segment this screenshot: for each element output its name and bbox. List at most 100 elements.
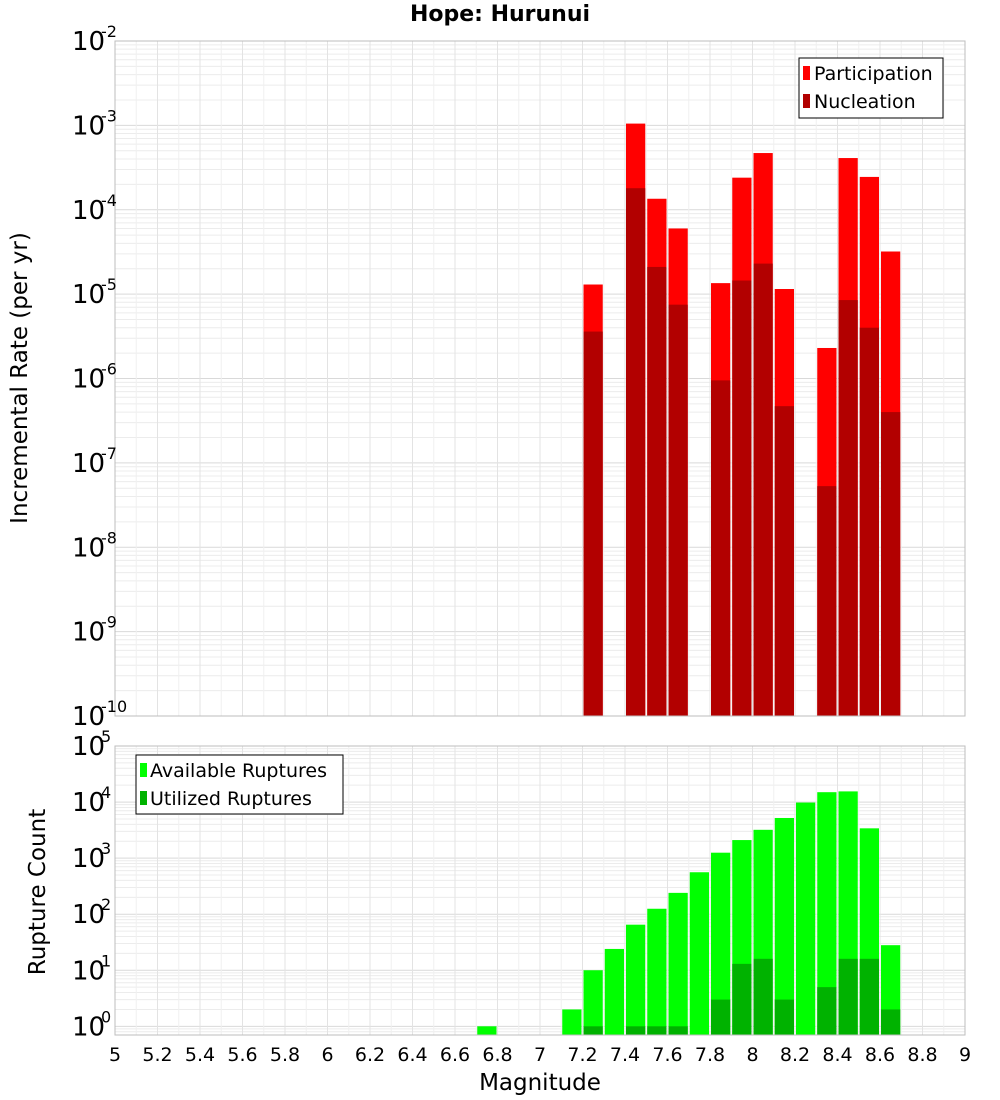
top-bar-series2 [859,327,879,716]
top-plot-frame [114,40,966,717]
bottom-bar-series1 [583,970,603,1035]
x-tick-label: 5.8 [270,1044,300,1066]
x-tick-label: 5.4 [185,1044,215,1066]
x-tick-labels: 5 5.2 5.4 5.6 5.8 6 6.2 6.4 6.6 6.8 7 7.2 7.4 7.6 7.8 8… [109,1044,971,1066]
top-y-tick-label: 10 [72,533,105,563]
top-y-tick-exponent: -8 [101,528,117,547]
x-tick-label: 6.4 [397,1044,427,1066]
top-y-tick-exponent: -9 [101,613,117,632]
bottom-plot-bars [477,791,901,1035]
x-tick-label: 7 [534,1044,546,1066]
x-tick-label: 8.6 [865,1044,895,1066]
bottom-bar-series2 [626,1026,646,1035]
bottom-y-tick-label: 10 [72,956,105,986]
legend-swatch-utilized [140,791,147,805]
bottom-bar-series2 [753,958,773,1035]
bottom-y-tick-exponent: 1 [101,951,111,970]
top-plot-grid [114,41,966,717]
x-tick-label: 8.2 [780,1044,810,1066]
legend-label-participation: Participation [814,63,933,85]
x-tick-label: 8 [746,1044,758,1066]
x-tick-label: 7.2 [567,1044,597,1066]
top-y-tick-exponent: -10 [101,697,127,716]
top-y-tick-label: 10 [72,365,105,395]
bottom-bar-series1 [562,1009,582,1035]
bottom-y-tick-label: 10 [72,732,105,762]
bottom-bar-series1 [626,924,646,1035]
top-bar-series2 [732,280,752,716]
legend-swatch-available [140,763,147,777]
top-y-tick-label: 10 [72,111,105,141]
top-y-tick-exponent: -4 [101,191,117,210]
bottom-bar-series2 [774,999,794,1035]
legend-label-utilized: Utilized Ruptures [150,788,312,810]
bottom-bar-series1 [647,908,667,1035]
legend-label-available: Available Ruptures [150,760,327,782]
top-bar-series2 [647,266,667,716]
top-bar-series2 [774,406,794,716]
bottom-y-tick-label: 10 [72,900,105,930]
bottom-bar-series1 [711,852,731,1035]
top-bar-series2 [626,188,646,717]
bottom-y-tick-exponent: 0 [101,1007,111,1026]
top-y-axis-label: Incremental Rate (per yr) [7,232,33,524]
top-bar-series2 [838,300,858,716]
bottom-bar-series2 [817,987,837,1035]
x-tick-label: 8.8 [907,1044,937,1066]
top-y-tick-exponent: -7 [101,444,117,463]
bottom-y-tick-label: 10 [72,844,105,874]
x-tick-label: 5.2 [142,1044,172,1066]
top-bar-series2 [817,486,837,716]
x-tick-label: 9 [959,1044,971,1066]
bottom-y-tick-exponent: 2 [101,895,111,914]
top-bar-series2 [881,412,901,716]
top-y-tick-label: 10 [72,27,105,57]
bottom-plot-frame [114,745,966,1036]
x-tick-label: 6.2 [355,1044,385,1066]
top-bar-series2 [711,380,731,716]
bottom-y-tick-label: 10 [72,788,105,818]
top-y-tick-label: 10 [72,449,105,479]
bottom-bar-series2 [668,1026,688,1035]
bottom-legend-box [135,754,344,815]
bottom-bar-series1 [689,872,709,1035]
x-tick-label: 6 [321,1044,333,1066]
bottom-legend: Available Ruptures Utilized Ruptures [135,754,344,815]
bottom-y-axis-label: Rupture Count [25,809,51,975]
bottom-bar-series1 [817,792,837,1035]
x-tick-label: 8.4 [822,1044,852,1066]
top-y-tick-label: 10 [72,618,105,648]
bottom-bar-series1 [477,1026,497,1035]
bottom-y-tick-exponent: 4 [101,783,111,802]
top-y-tick-label: 10 [72,196,105,226]
top-y-tick-exponent: -6 [101,360,117,379]
bottom-bar-series2 [647,1026,667,1035]
bottom-bar-series1 [668,892,688,1035]
legend-label-nucleation: Nucleation [814,91,916,113]
bottom-y-tick-exponent: 3 [101,839,111,858]
bottom-bar-series2 [838,958,858,1035]
x-tick-label: 6.8 [482,1044,512,1066]
bottom-bar-series2 [732,963,752,1035]
chart-title: Hope: Hurunui [409,2,591,27]
top-legend-box [798,57,944,119]
bottom-bar-series1 [774,817,794,1035]
top-legend: Participation Nucleation [798,57,944,119]
x-tick-label: 7.4 [610,1044,640,1066]
legend-swatch-nucleation [803,94,810,108]
x-tick-label: 7.6 [652,1044,682,1066]
top-bar-series2 [668,304,688,716]
top-y-tick-exponent: -5 [101,275,117,294]
bottom-bar-series2 [881,1009,901,1035]
x-tick-label: 6.6 [440,1044,470,1066]
x-tick-label: 5 [109,1044,121,1066]
x-tick-label: 5.6 [227,1044,257,1066]
x-tick-label: 7.8 [695,1044,725,1066]
bottom-bar-series2 [711,999,731,1035]
bottom-y-tick-exponent: 5 [101,727,111,746]
top-y-tick-exponent: -3 [101,106,117,125]
bottom-bar-series1 [796,802,816,1035]
x-axis-label: Magnitude [479,1070,601,1096]
